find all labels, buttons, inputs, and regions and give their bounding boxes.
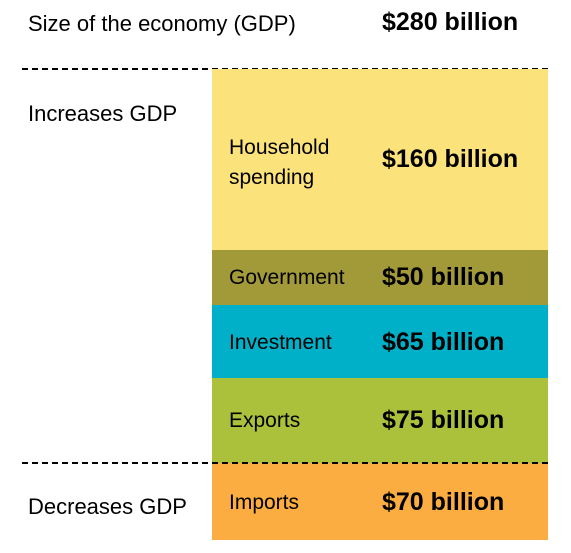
- bottom-dashed-divider: [22, 462, 548, 464]
- household-spending-block: Household spending $160 billion: [212, 69, 548, 250]
- economy-size-label: Size of the economy (GDP): [28, 11, 296, 36]
- government-block: Government $50 billion: [212, 250, 548, 305]
- investment-label: Investment: [229, 331, 332, 354]
- exports-block: Exports $75 billion: [212, 378, 548, 463]
- investment-block: Investment $65 billion: [212, 305, 548, 378]
- increases-gdp-label: Increases GDP: [28, 101, 178, 126]
- exports-value: $75 billion: [382, 406, 505, 434]
- investment-value: $65 billion: [382, 328, 505, 356]
- government-label: Government: [229, 266, 345, 289]
- imports-label: Imports: [229, 491, 300, 514]
- decreases-gdp-label: Decreases GDP: [28, 494, 187, 519]
- household-spending-label: Household spending: [229, 136, 330, 189]
- economy-size-value: $280 billion: [382, 8, 519, 36]
- government-value: $50 billion: [382, 263, 505, 291]
- imports-value: $70 billion: [382, 488, 505, 516]
- imports-block: Imports $70 billion: [212, 463, 548, 540]
- household-spending-value: $160 billion: [382, 145, 519, 173]
- exports-label: Exports: [229, 409, 301, 432]
